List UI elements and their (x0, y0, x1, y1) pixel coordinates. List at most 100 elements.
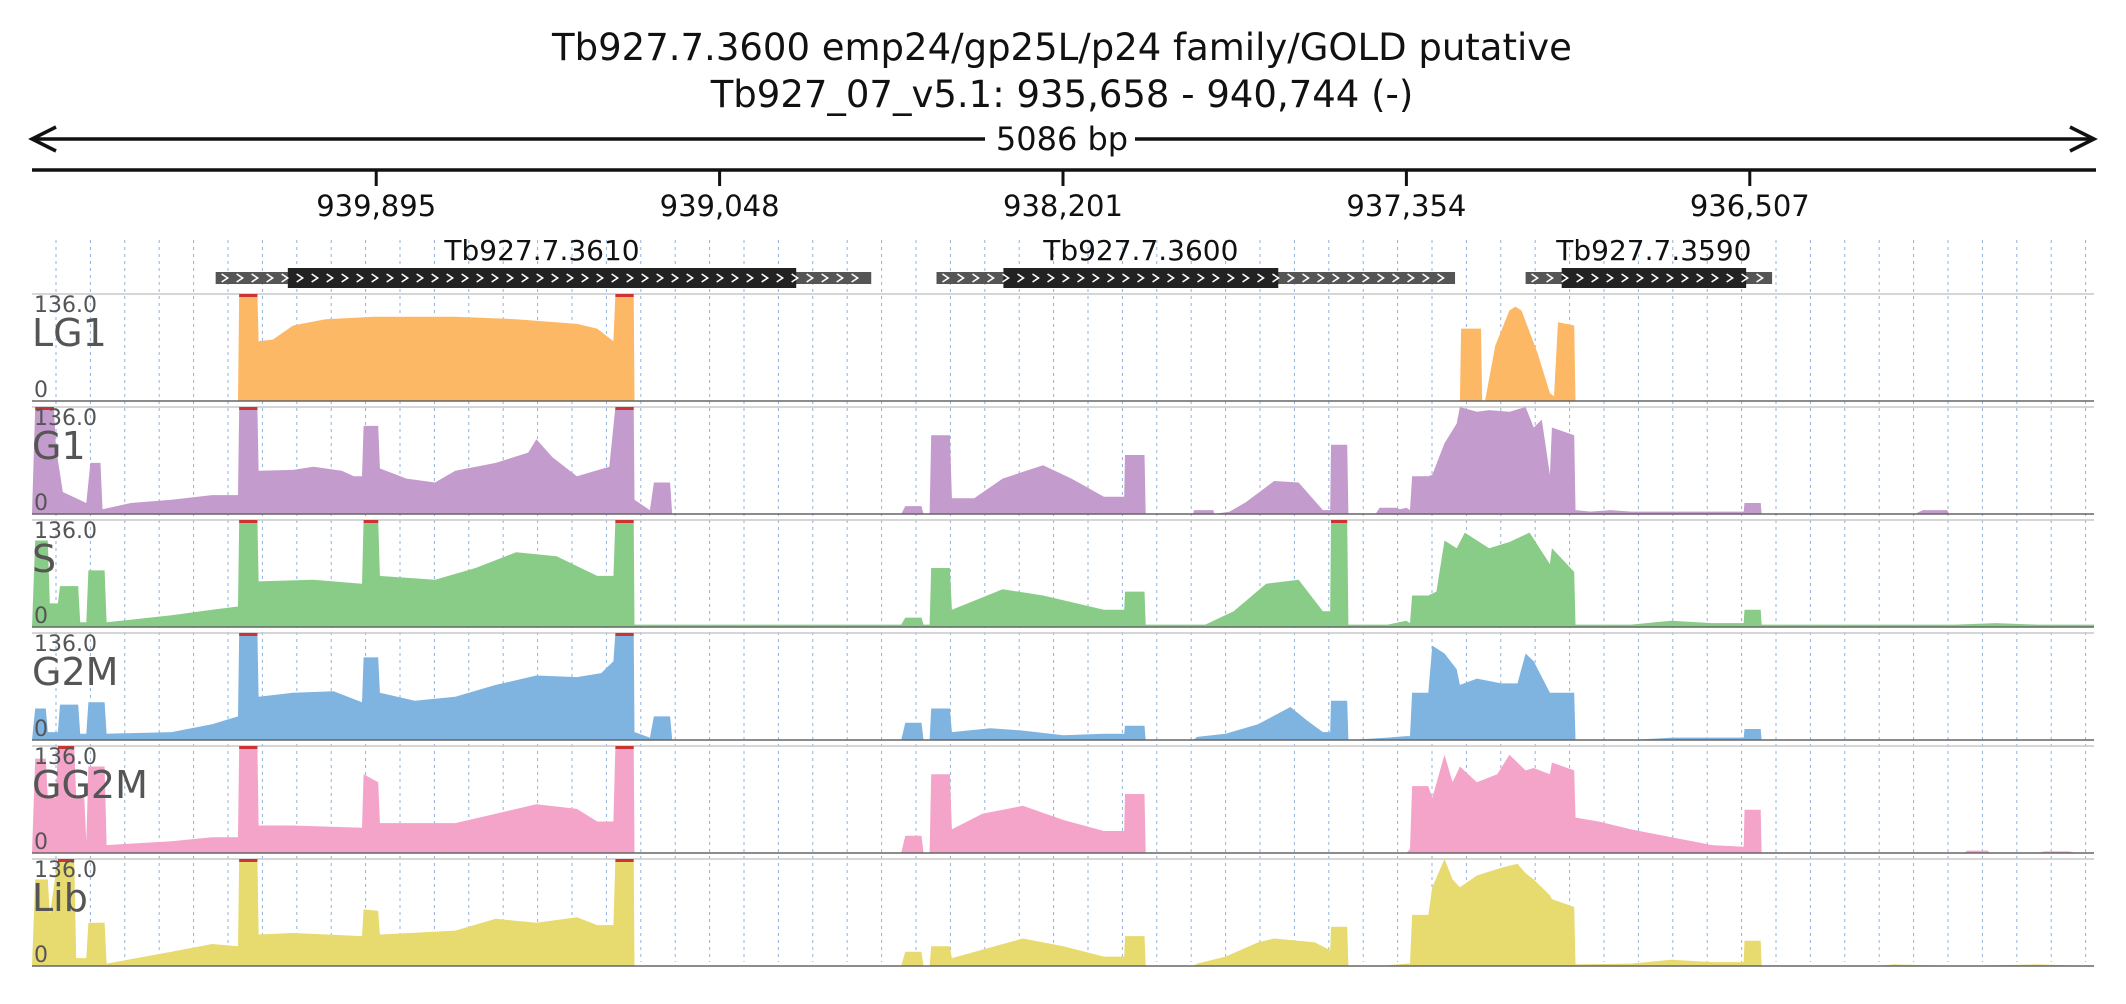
track-name: S (32, 537, 56, 581)
strand-arrow (1621, 273, 1630, 283)
tick-label: 938,201 (1003, 189, 1123, 223)
track-name: LG1 (32, 311, 107, 355)
strand-arrow (671, 273, 680, 283)
strand-arrow (987, 273, 995, 283)
clip-indicator (239, 407, 258, 410)
strand-arrow (266, 273, 275, 283)
chart-title: Tb927.7.3600 emp24/gp25L/p24 family/GOLD… (551, 26, 1572, 69)
strand-arrow (416, 273, 425, 283)
strand-arrow (1257, 273, 1265, 283)
span-ruler: 5086 bp (28, 120, 2098, 158)
y-max-label: 136.0 (34, 745, 97, 770)
strand-arrow (942, 273, 950, 283)
strand-arrow (1107, 273, 1115, 283)
strand-arrow (1317, 273, 1325, 283)
strand-arrow (1636, 273, 1645, 283)
strand-arrow (1651, 273, 1660, 283)
strand-arrow (476, 273, 485, 283)
y-min-label: 0 (34, 943, 48, 968)
strand-arrow (1197, 273, 1205, 283)
strand-arrow (536, 273, 545, 283)
strand-arrow (1666, 273, 1675, 283)
track-name: G1 (32, 424, 86, 468)
strand-arrow (386, 273, 395, 283)
strand-arrow (1047, 273, 1055, 283)
strand-arrow (1167, 273, 1175, 283)
strand-arrow (957, 273, 965, 283)
strand-arrow (1152, 273, 1160, 283)
strand-arrow (566, 273, 575, 283)
clip-indicator (35, 407, 54, 410)
strand-arrow (1591, 273, 1600, 283)
strand-arrow (311, 273, 320, 283)
strand-arrow (1227, 273, 1235, 283)
strand-arrow (851, 273, 860, 283)
clip-indicator (239, 294, 258, 297)
strand-arrow (731, 273, 740, 283)
strand-arrow (1392, 273, 1400, 283)
strand-arrow (401, 273, 410, 283)
strand-arrow (656, 273, 665, 283)
clip-indicator (239, 633, 258, 636)
gene-label: Tb927.7.3590 (1555, 234, 1751, 267)
strand-arrow (1681, 273, 1690, 283)
y-min-label: 0 (34, 378, 48, 403)
strand-arrow (281, 273, 290, 283)
clip-indicator (57, 746, 75, 749)
clip-indicator (239, 520, 258, 523)
strand-arrow (836, 273, 845, 283)
strand-arrow (431, 273, 440, 283)
span-label: 5086 bp (996, 120, 1128, 158)
y-min-label: 0 (34, 491, 48, 516)
strand-arrow (356, 273, 365, 283)
strand-arrow (551, 273, 560, 283)
strand-arrow (1182, 273, 1190, 283)
strand-arrow (716, 273, 725, 283)
strand-arrow (1407, 273, 1415, 283)
y-max-label: 136.0 (34, 858, 97, 883)
y-max-label: 136.0 (34, 293, 97, 318)
y-max-label: 136.0 (34, 519, 97, 544)
track-name: GG2M (32, 763, 148, 807)
strand-arrow (972, 273, 980, 283)
gene-track: Tb927.7.3610 Tb927.7.3600 Tb927.7.3590 (215, 234, 1773, 288)
clip-indicator (615, 407, 634, 410)
clip-indicator (1330, 520, 1348, 523)
coverage-tracks: 136.00LG1136.00G1136.00S136.00G2M136.00G… (32, 293, 2094, 968)
strand-arrow (1561, 273, 1570, 283)
clip-indicator (363, 520, 379, 523)
strand-arrow (806, 273, 815, 283)
strand-arrow (1576, 273, 1585, 283)
strand-arrow (1122, 273, 1130, 283)
strand-arrow (626, 273, 635, 283)
y-min-label: 0 (34, 604, 48, 629)
strand-arrow (611, 273, 620, 283)
strand-arrow (1741, 273, 1750, 283)
strand-arrow (251, 273, 260, 283)
clip-indicator (615, 520, 634, 523)
strand-arrow (641, 273, 650, 283)
gene-label: Tb927.7.3600 (1042, 234, 1238, 267)
strand-arrow (1726, 273, 1735, 283)
gene-cds-bar (1003, 268, 1279, 288)
strand-arrow (221, 273, 230, 283)
y-max-label: 136.0 (34, 406, 97, 431)
clip-indicator (239, 746, 258, 749)
strand-arrow (371, 273, 380, 283)
strand-arrow (1362, 273, 1370, 283)
strand-arrow (1347, 273, 1355, 283)
strand-arrow (236, 273, 245, 283)
strand-arrow (1017, 273, 1025, 283)
coverage-area (32, 859, 2094, 966)
coverage-track: 136.0 0 G1 (32, 406, 2094, 516)
clip-indicator (615, 294, 634, 297)
clip-indicator (57, 859, 75, 862)
tick-label: 936,507 (1690, 189, 1810, 223)
strand-arrow (521, 273, 530, 283)
strand-arrow (341, 273, 350, 283)
strand-arrow (1242, 273, 1250, 283)
strand-arrow (791, 273, 800, 283)
strand-arrow (1711, 273, 1720, 283)
